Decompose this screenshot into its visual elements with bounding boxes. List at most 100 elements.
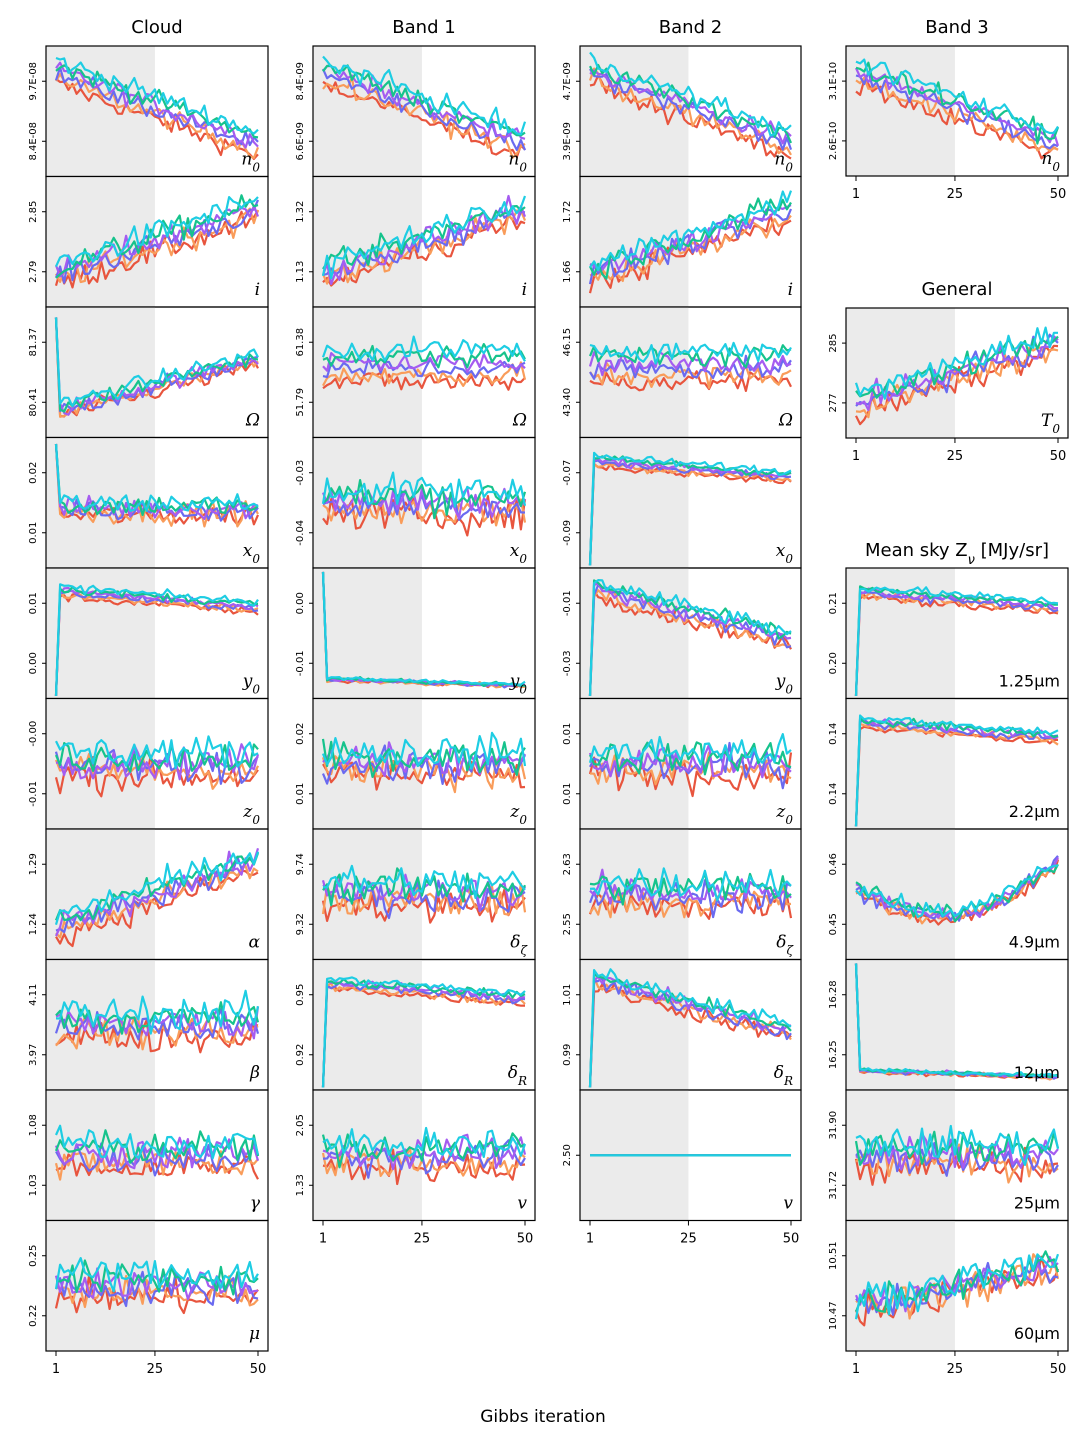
- x-axis: 1 25 50: [852, 1351, 1066, 1377]
- y-tick-label: 0.45: [828, 913, 839, 935]
- y-tick-label: 2.55: [562, 913, 573, 935]
- parameter-label: δζ: [776, 933, 794, 958]
- y-tick-label: 9.74: [295, 853, 306, 875]
- parameter-label: n0: [508, 150, 527, 175]
- panel-1-4: 0.00 -0.01 y0: [295, 567, 536, 700]
- panel-frame: [45, 1219, 269, 1352]
- y-tick-label: 1.33: [295, 1174, 306, 1196]
- parameter-label: 25μm: [1014, 1194, 1060, 1213]
- trace-chain-4: [589, 868, 792, 905]
- trace-chain-6: [322, 55, 527, 136]
- trace-chain-3: [54, 199, 260, 284]
- parameter-label: x0: [776, 541, 794, 566]
- trace-chain-6: [855, 1124, 1060, 1167]
- trace-chain-6: [588, 732, 792, 766]
- parameter-label: δR: [774, 1063, 793, 1088]
- y-tick-label: 4.7E-09: [562, 62, 573, 101]
- panel-1-3: -0.03 -0.04 x0: [295, 436, 536, 569]
- y-tick-label: 0.00: [28, 652, 39, 674]
- y-tick-label: 1.29: [28, 853, 39, 875]
- y-tick-label: 0.25: [28, 1245, 39, 1267]
- panel-2-2: 46.15 43.40 Ω: [562, 306, 802, 439]
- trace-chain-4: [54, 317, 259, 416]
- y-tick-label: 0.92: [295, 1044, 306, 1066]
- panel-frame: [845, 1219, 1069, 1352]
- panel-2-1: 1.72 1.66 i: [562, 175, 802, 308]
- x-axis: 1 25 50: [586, 1220, 799, 1247]
- trace-chain-6: [54, 583, 259, 696]
- y-tick-label: 43.40: [562, 388, 573, 417]
- parameter-label: Ω: [245, 411, 260, 431]
- panel-1-8: 2.05 1.33 v: [295, 1089, 536, 1222]
- panel-general-t0: 285 277 T0: [828, 307, 1069, 439]
- panel-frame: [312, 1089, 536, 1222]
- y-tick-label: 51.79: [295, 388, 306, 417]
- trace-chain-6: [854, 326, 1058, 400]
- y-tick-label: 0.95: [295, 984, 306, 1006]
- y-tick-label: 0.20: [828, 652, 839, 674]
- y-tick-label: 0.00: [295, 592, 306, 614]
- trace-chain-4: [854, 67, 1060, 147]
- trace-chain-5: [54, 585, 259, 696]
- parameter-label: 1.25μm: [999, 672, 1060, 691]
- parameter-label: n0: [774, 150, 793, 175]
- trace-chain-4: [855, 1132, 1059, 1171]
- y-tick-label: 0.14: [828, 783, 839, 805]
- y-tick-label: 0.01: [28, 522, 39, 544]
- trace-chain-6: [589, 190, 793, 272]
- trace-chain-1: [55, 1018, 259, 1054]
- panel-2-3: -0.07 -0.09 x0: [562, 436, 802, 569]
- burn-in-region: [46, 568, 155, 699]
- x-axis: 1 25 50: [52, 1351, 266, 1377]
- panel-meansky-1: 0.14 0.14 2.2μm: [828, 697, 1069, 830]
- panel-0-8: 1.08 1.03 γ: [28, 1089, 269, 1222]
- trace-chain-6: [54, 1256, 259, 1293]
- parameter-label: n0: [241, 150, 260, 175]
- y-tick-label: 0.99: [562, 1044, 573, 1066]
- trace-chain-3: [55, 851, 260, 934]
- x-tick-label: 1: [852, 449, 860, 464]
- y-tick-label: 2.05: [295, 1114, 306, 1136]
- y-tick-label: 0.02: [295, 723, 306, 745]
- trace-chain-6: [589, 51, 792, 137]
- trace-chain-1: [55, 78, 259, 160]
- x-tick-label: 25: [414, 1232, 431, 1247]
- y-tick-label: 9.7E-08: [28, 62, 39, 101]
- panel-2-8: 2.50 v: [562, 1089, 802, 1222]
- panel-frame: [845, 45, 1069, 177]
- panel-1-6: 9.74 9.32 δζ: [295, 828, 536, 961]
- trace-chain-1: [321, 984, 526, 1088]
- parameter-label: Ω: [778, 411, 793, 431]
- y-tick-label: -0.01: [295, 650, 306, 676]
- trace-chain-5: [588, 741, 792, 776]
- trace-chain-6: [55, 735, 259, 770]
- trace-chain-6: [322, 864, 526, 900]
- trace-chain-6: [55, 56, 259, 135]
- panel-1-2: 61.38 51.79 Ω: [295, 306, 536, 439]
- trace-chain-1: [322, 494, 527, 537]
- parameter-label: δR: [508, 1063, 527, 1088]
- y-tick-label: 1.13: [295, 261, 306, 283]
- column-title-band-1: Band 1: [392, 17, 455, 38]
- parameter-label: x0: [510, 541, 528, 566]
- burn-in-region: [580, 829, 689, 960]
- y-tick-label: 2.85: [28, 201, 39, 223]
- panel-meansky-3: 16.28 16.25 12μm: [828, 958, 1069, 1091]
- trace-chain-6: [55, 989, 260, 1035]
- panel-0-4: 0.01 0.00 y0: [28, 567, 269, 700]
- trace-chain-6: [54, 851, 260, 926]
- y-tick-label: 0.01: [562, 783, 573, 805]
- y-tick-label: 10.47: [828, 1301, 839, 1330]
- y-tick-label: 2.63: [562, 853, 573, 875]
- parameter-label: z0: [242, 802, 260, 827]
- trace-chain-5: [321, 1132, 526, 1169]
- y-tick-label: 0.02: [28, 462, 39, 484]
- y-tick-label: -0.04: [295, 520, 306, 546]
- x-tick-label: 1: [586, 1232, 594, 1247]
- y-tick-label: 1.08: [28, 1114, 39, 1136]
- parameter-label: y0: [775, 672, 794, 697]
- panel-0-7: 4.11 3.97 β: [28, 958, 269, 1091]
- y-tick-label: 1.32: [295, 201, 306, 223]
- trace-chain-3: [55, 1139, 260, 1177]
